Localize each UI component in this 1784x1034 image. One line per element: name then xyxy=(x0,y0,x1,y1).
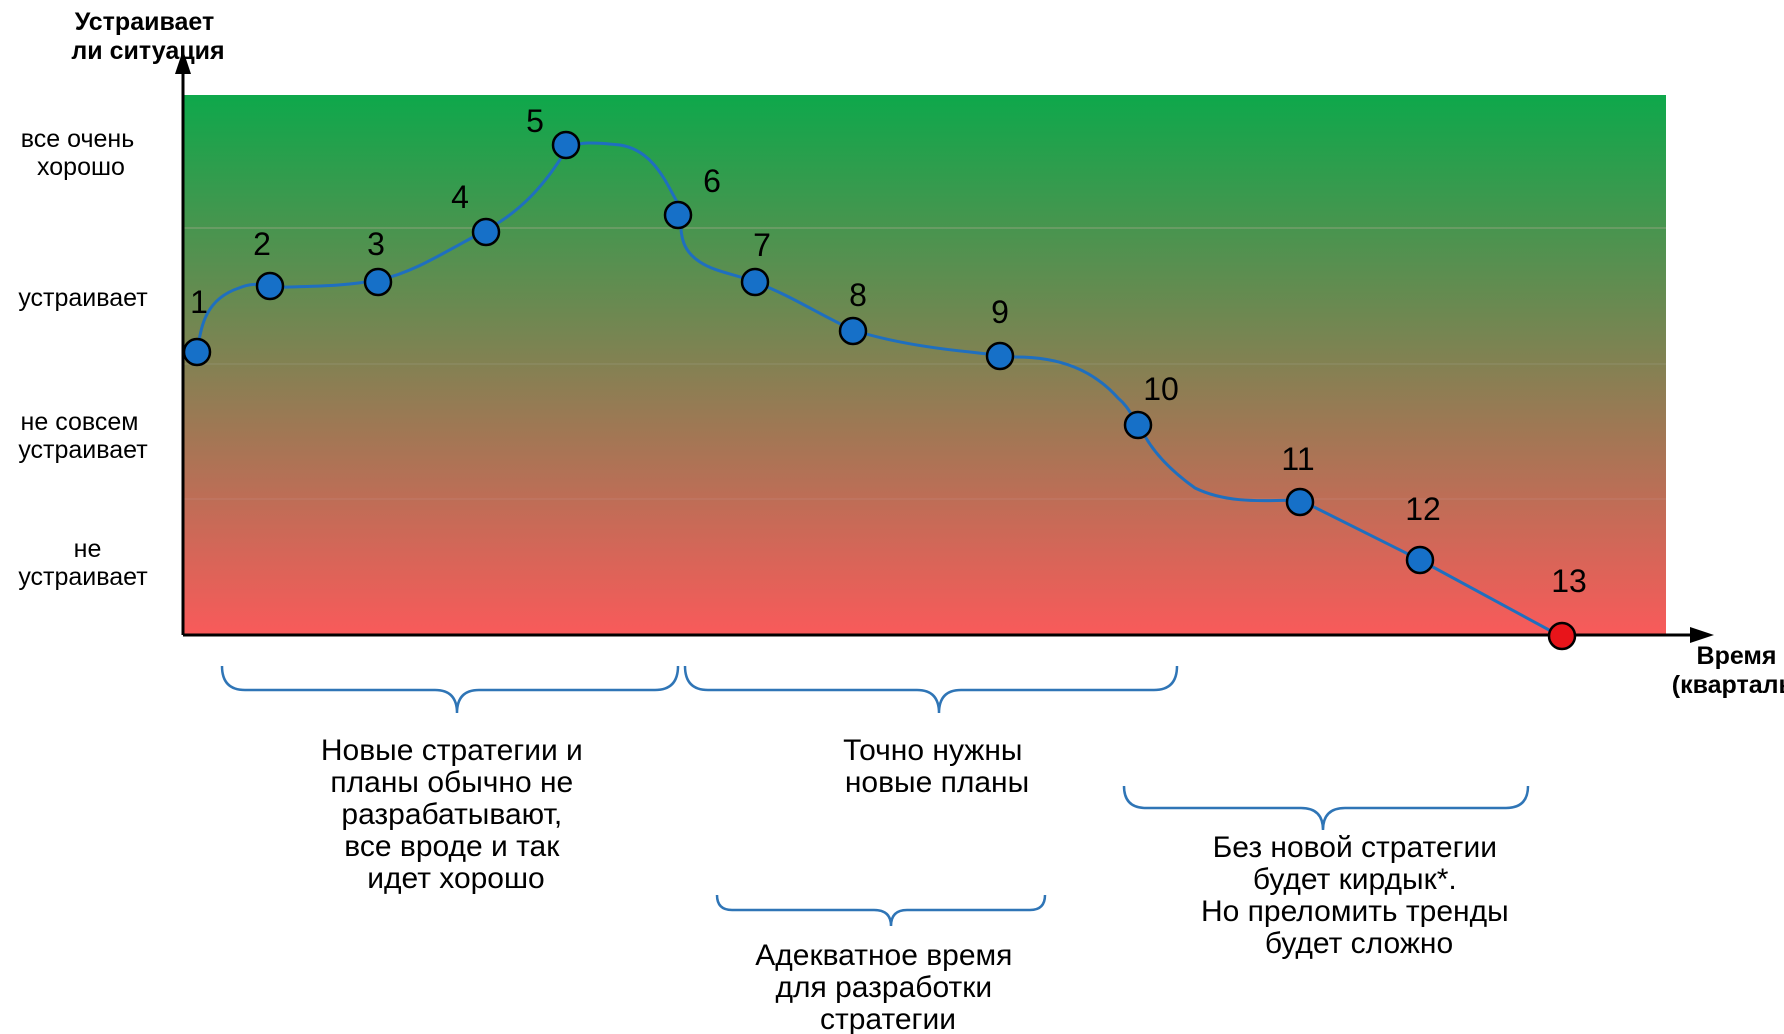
data-point xyxy=(838,316,868,346)
x-axis-title-line: Время xyxy=(1697,642,1777,670)
point-label: 13 xyxy=(1551,563,1587,599)
y-level-line: не совсем xyxy=(21,408,139,436)
y-axis-title: Устраивает ли ситуация xyxy=(71,8,224,65)
point-label: 7 xyxy=(753,227,771,263)
bracket-caption-line: Адекватное время xyxy=(755,939,1012,972)
bracket-caption-line: Новые стратегии и xyxy=(321,734,583,767)
bracket-caption-line: Без новой стратегии xyxy=(1213,831,1497,864)
bracket-caption-line: новые планы xyxy=(845,766,1029,799)
y-level-line: не xyxy=(74,535,102,563)
y-axis-title-line: Устраивает xyxy=(75,8,214,36)
y-level-not-quite: не совсем устраивает xyxy=(18,408,148,464)
bracket-caption-calm: Новые стратегии и планы обычно не разраб… xyxy=(321,734,591,895)
x-axis-arrow-icon xyxy=(1690,627,1714,643)
data-point xyxy=(1405,545,1435,575)
bracket-strategy-time xyxy=(715,894,1047,927)
point-label: 1 xyxy=(190,284,208,320)
point-label: 10 xyxy=(1143,371,1179,407)
bracket-caption-line: планы обычно не xyxy=(330,766,573,799)
bracket-decline xyxy=(1122,785,1530,831)
brackets xyxy=(220,665,1530,927)
y-level-line: устраивает xyxy=(18,436,148,464)
bracket-caption-line: будет сложно xyxy=(1265,927,1453,960)
data-point xyxy=(363,267,393,297)
bracket-caption-line: Но преломить тренды xyxy=(1201,895,1509,928)
point-label: 11 xyxy=(1281,441,1314,477)
data-point xyxy=(663,200,693,230)
y-level-line: хорошо xyxy=(37,153,125,181)
x-axis-title: Время (кварталы) xyxy=(1672,642,1784,699)
y-level-satisfied: устраивает xyxy=(18,284,148,312)
bracket-caption-line: идет хорошо xyxy=(367,862,545,895)
bracket-caption-strategy-time: Адекватное время для разработки стратеги… xyxy=(755,939,1020,1034)
plot-area-background xyxy=(183,95,1666,635)
data-point xyxy=(1285,487,1315,517)
data-point xyxy=(1547,621,1577,651)
bracket-caption-line: разрабатывают, xyxy=(341,798,562,831)
point-label: 8 xyxy=(849,277,867,313)
data-point xyxy=(985,341,1015,371)
data-point xyxy=(255,271,285,301)
data-point xyxy=(471,217,501,247)
point-label: 6 xyxy=(703,163,721,199)
point-label: 9 xyxy=(991,294,1009,330)
y-level-line: устраивает xyxy=(18,284,148,312)
data-point xyxy=(182,337,212,367)
bracket-caption-line: Точно нужны xyxy=(843,734,1022,767)
bracket-caption-line: будет кирдык*. xyxy=(1253,863,1457,896)
point-label: 5 xyxy=(526,103,544,139)
point-label: 3 xyxy=(367,226,385,262)
bracket-caption-line: для разработки xyxy=(776,971,993,1004)
y-level-line: устраивает xyxy=(18,563,148,591)
bracket-need-plans xyxy=(683,665,1179,714)
data-point xyxy=(551,130,581,160)
x-axis xyxy=(183,627,1714,643)
point-label: 4 xyxy=(451,179,469,215)
bracket-calm-period xyxy=(220,665,680,714)
y-level-not-satisfied: не устраивает xyxy=(18,535,148,591)
data-point xyxy=(1123,410,1153,440)
point-label: 12 xyxy=(1405,491,1441,527)
point-labels: 1 2 3 4 5 6 7 8 9 10 11 12 13 xyxy=(190,103,1587,599)
data-point xyxy=(740,267,770,297)
bracket-caption-line: стратегии xyxy=(820,1003,956,1034)
data-points xyxy=(182,130,1577,651)
bracket-caption-need-plans: Точно нужны новые планы xyxy=(843,734,1031,799)
bracket-caption-line: все вроде и так xyxy=(344,830,560,863)
y-axis-title-line: ли ситуация xyxy=(71,37,224,65)
bracket-caption-decline: Без новой стратегии будет кирдык*. Но пр… xyxy=(1201,831,1517,960)
x-axis-title-line: (кварталы) xyxy=(1672,671,1784,699)
point-label: 2 xyxy=(253,226,271,262)
y-level-line: все очень xyxy=(21,125,134,153)
y-level-very-good: все очень хорошо xyxy=(21,125,141,181)
y-axis-arrow-icon xyxy=(175,50,191,74)
